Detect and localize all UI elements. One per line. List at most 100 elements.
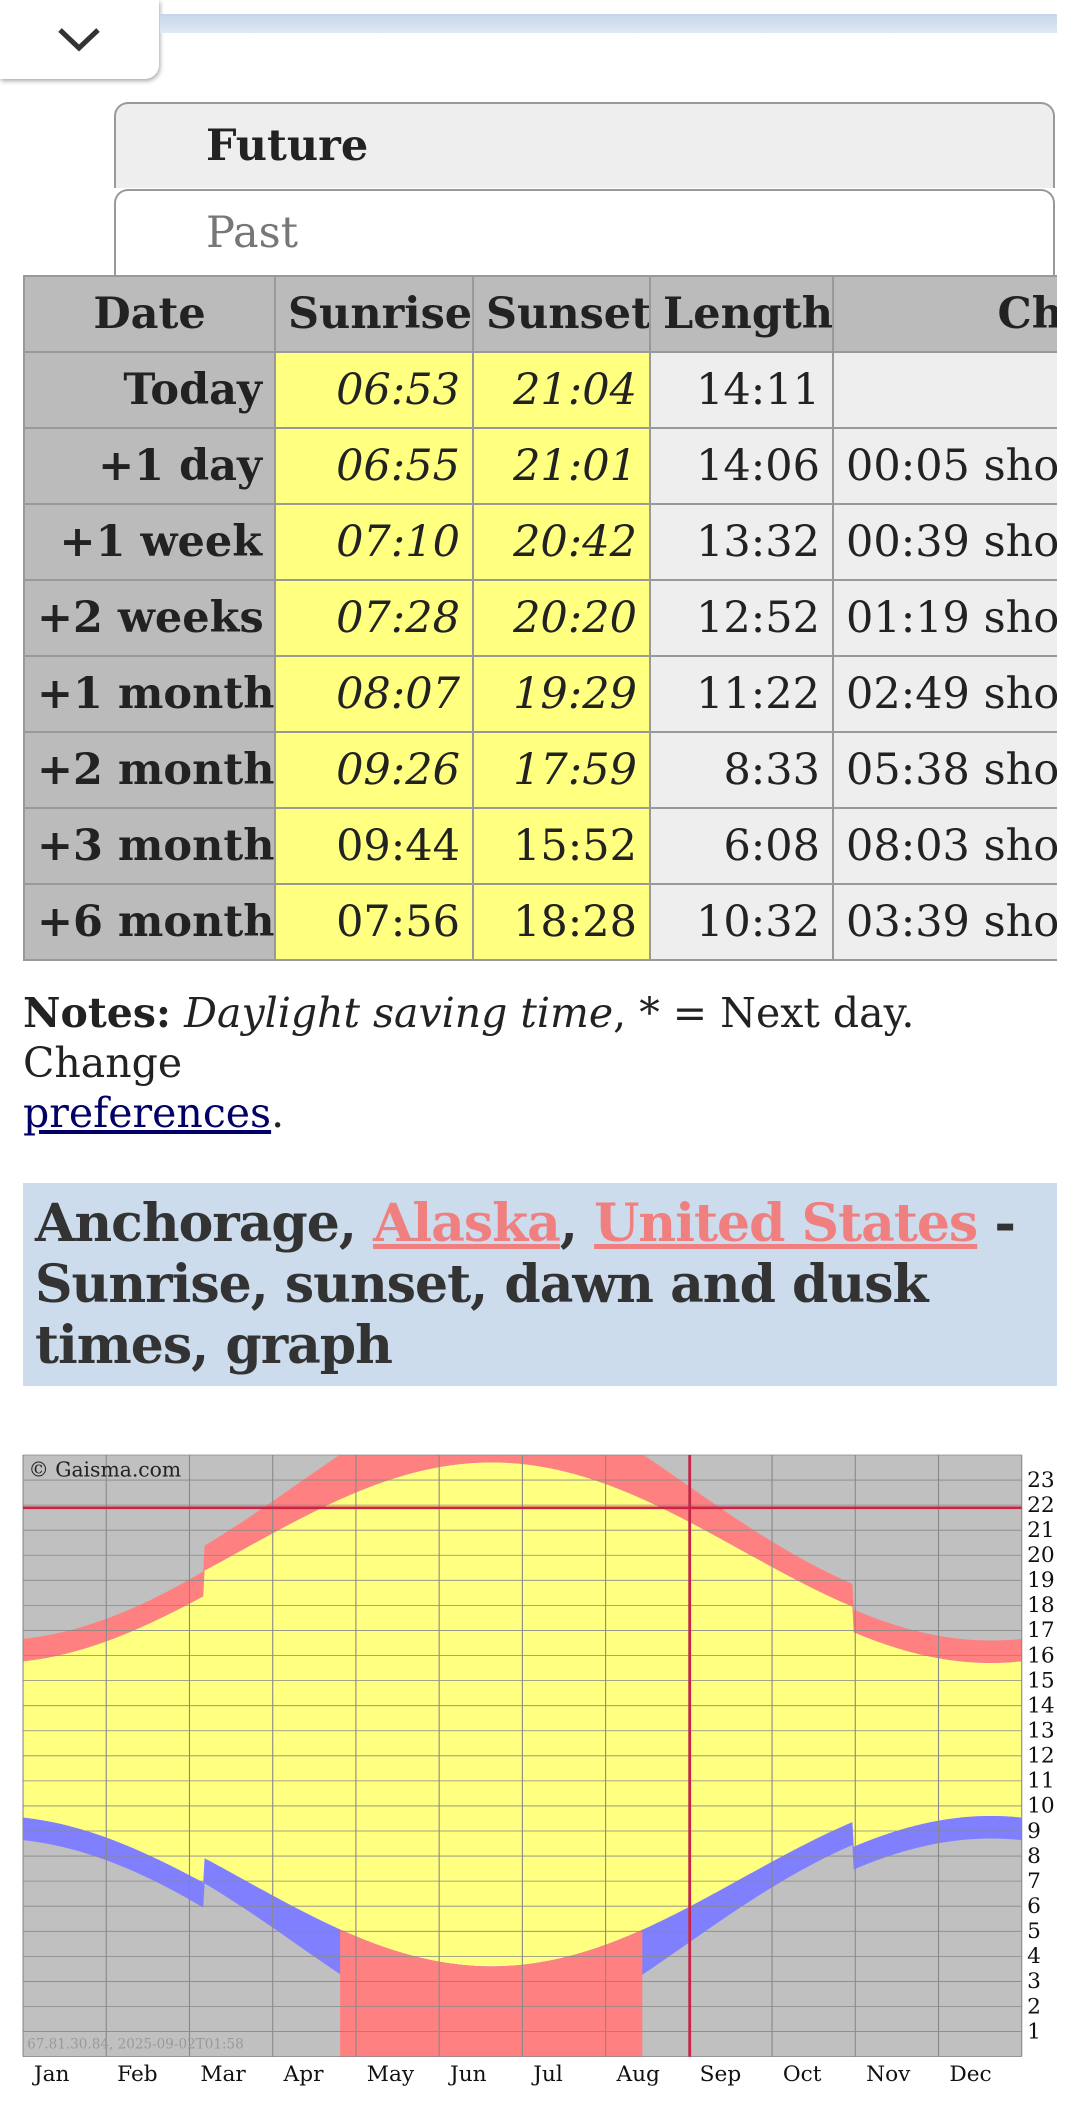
- notes-label: Notes:: [23, 989, 172, 1037]
- hour-label: 1: [1027, 2019, 1041, 2044]
- hour-label: 19: [1027, 1568, 1055, 1593]
- table-cell: 08:07: [274, 655, 474, 733]
- table-cell: 15:52: [472, 807, 651, 885]
- tab-future[interactable]: Future: [114, 102, 1055, 188]
- table-cell: 06:55: [274, 427, 474, 505]
- country-link[interactable]: United States: [594, 1193, 978, 1254]
- table-cell: 20:42: [472, 503, 651, 581]
- column-header: Length: [649, 275, 834, 353]
- heading-comma: ,: [559, 1193, 578, 1254]
- table-cell: 17:59: [472, 731, 651, 809]
- notes-dst: Daylight saving time: [184, 989, 614, 1037]
- hour-label: 23: [1027, 1468, 1055, 1493]
- column-header: Change: [832, 275, 1057, 353]
- month-label: May: [367, 2062, 415, 2087]
- table-cell: 8:33: [649, 731, 834, 809]
- month-label: Oct: [783, 2062, 822, 2087]
- month-label: Dec: [949, 2062, 991, 2087]
- table-cell: 12:52: [649, 579, 834, 657]
- hour-label: 9: [1027, 1819, 1041, 1844]
- month-label: Aug: [615, 2062, 660, 2087]
- menu-toggle[interactable]: [0, 0, 159, 79]
- table-row: Today 06:53 21:04 14:11: [23, 351, 1057, 429]
- hour-label: 22: [1027, 1493, 1055, 1518]
- column-header: Date: [23, 275, 276, 353]
- heading-city: Anchorage,: [35, 1193, 357, 1254]
- table-cell: 14:06: [649, 427, 834, 505]
- hour-label: 21: [1027, 1518, 1055, 1543]
- table-cell: 14:11: [649, 351, 834, 429]
- table-cell: 13:32: [649, 503, 834, 581]
- hour-label: 17: [1027, 1618, 1055, 1643]
- hour-label: 2: [1027, 1994, 1041, 2019]
- hour-label: 12: [1027, 1744, 1055, 1769]
- column-header: Sunrise: [274, 275, 474, 353]
- table-cell: 09:44: [274, 807, 474, 885]
- hour-label: 6: [1027, 1894, 1041, 1919]
- tab-past[interactable]: Past: [114, 189, 1055, 275]
- hour-label: 14: [1027, 1693, 1055, 1718]
- hour-label: 7: [1027, 1869, 1041, 1894]
- notes: Notes: Daylight saving time, * = Next da…: [23, 988, 1057, 1138]
- hour-label: 5: [1027, 1919, 1041, 1944]
- notes-text: , * = Next day. Change: [23, 989, 915, 1087]
- table-cell: 21:04: [472, 351, 651, 429]
- month-label: Apr: [283, 2062, 325, 2087]
- hour-label: 18: [1027, 1593, 1055, 1618]
- month-label: Feb: [117, 2062, 158, 2087]
- stamp: 67.81.30.84, 2025-09-02T01:58: [27, 2037, 244, 2053]
- table-cell: 07:56: [274, 883, 474, 961]
- times-table: DateSunriseSunsetLengthChange Today06:53…: [23, 275, 1057, 961]
- heading-rest: - Sunrise, sunset, dawn and dusk times, …: [35, 1193, 1016, 1376]
- table-container: DateSunriseSunsetLengthChange Today06:53…: [23, 275, 1057, 975]
- month-label: Jul: [531, 2062, 563, 2087]
- hour-label: 4: [1027, 1944, 1041, 1969]
- table-cell: 11:22: [649, 655, 834, 733]
- state-link[interactable]: Alaska: [373, 1193, 561, 1254]
- month-label: Nov: [866, 2062, 911, 2087]
- table-cell: 06:53: [274, 351, 474, 429]
- hour-label: 15: [1027, 1668, 1055, 1693]
- table-cell: +2 months: [23, 731, 276, 809]
- hour-label: 16: [1027, 1643, 1055, 1668]
- table-cell: 05:38 shorter: [832, 731, 1057, 809]
- chevron-icon: [58, 28, 100, 52]
- table-cell: 07:28: [274, 579, 474, 657]
- hour-label: 13: [1027, 1719, 1055, 1744]
- table-cell: 00:05 shorter: [832, 427, 1057, 505]
- notes-end: .: [271, 1089, 285, 1137]
- hour-label: 11: [1027, 1769, 1055, 1794]
- table-cell: Today: [23, 351, 276, 429]
- section-heading: Anchorage, Alaska, United States - Sunri…: [23, 1183, 1057, 1386]
- table-cell: +6 months: [23, 883, 276, 961]
- table-cell: 03:39 shorter: [832, 883, 1057, 961]
- header-row: DateSunriseSunsetLengthChange: [23, 275, 1057, 353]
- table-cell: 02:49 shorter: [832, 655, 1057, 733]
- top-bar: [160, 14, 1057, 33]
- table-cell: 09:26: [274, 731, 474, 809]
- month-label: Jan: [32, 2062, 70, 2087]
- month-label: Mar: [200, 2062, 246, 2087]
- preferences-link[interactable]: preferences: [23, 1089, 272, 1137]
- table-cell: 07:10: [274, 503, 474, 581]
- table-cell: [832, 351, 1057, 429]
- table-cell: +1 week: [23, 503, 276, 581]
- hour-label: 20: [1027, 1543, 1055, 1568]
- table-cell: 10:32: [649, 883, 834, 961]
- table-cell: 21:01: [472, 427, 651, 505]
- table-cell: +1 day: [23, 427, 276, 505]
- copyright: © Gaisma.com: [28, 1458, 181, 1482]
- hour-label: 8: [1027, 1844, 1041, 1869]
- table-cell: 18:28: [472, 883, 651, 961]
- table-cell: 6:08: [649, 807, 834, 885]
- table-cell: 01:19 shorter: [832, 579, 1057, 657]
- month-label: Jun: [448, 2062, 487, 2087]
- hour-label: 10: [1027, 1794, 1055, 1819]
